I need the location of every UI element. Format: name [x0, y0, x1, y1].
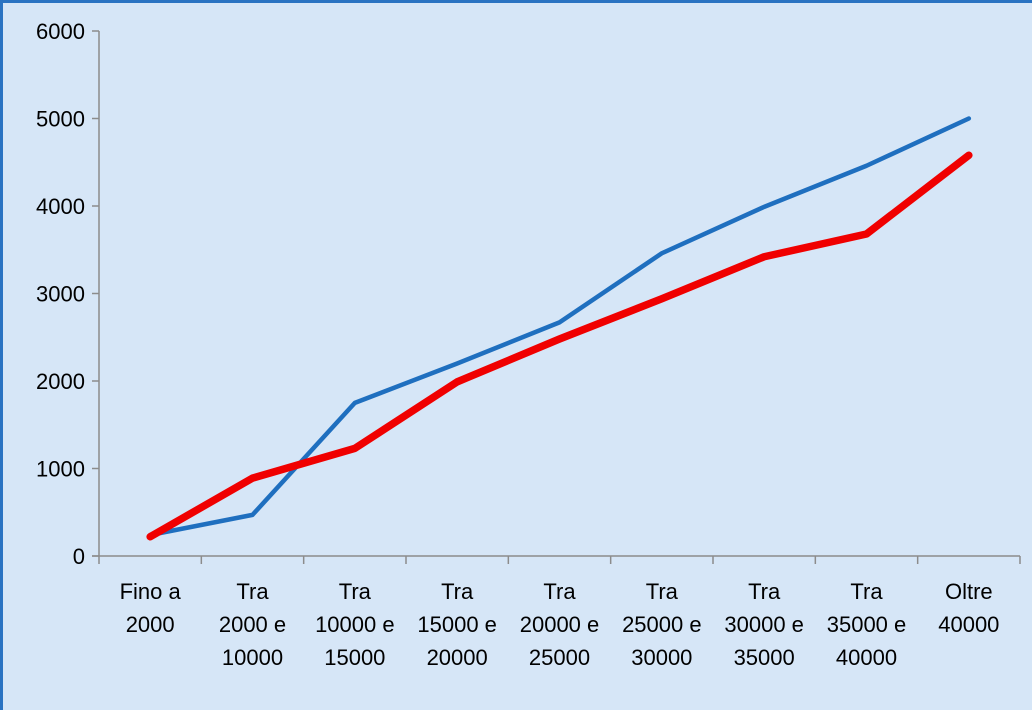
x-tick-label-line: 30000 [631, 645, 692, 670]
x-tick-label: Tra 35000 e 40000 [827, 579, 907, 670]
x-tick-label-line: 2000 e [219, 612, 286, 637]
x-tick-label: Tra 25000 e 30000 [622, 579, 702, 670]
y-tick-label: 2000 [36, 369, 85, 394]
y-tick-label: 6000 [36, 19, 85, 44]
x-tick-label-line: 15000 [324, 645, 385, 670]
x-tick-label: Tra 30000 e 35000 [724, 579, 804, 670]
x-tick-label-line: 2000 [126, 612, 175, 637]
x-tick-label: Tra 20000 e 25000 [520, 579, 600, 670]
x-tick-label: Fino a 2000 [120, 579, 182, 637]
x-tick-label-line: 10000 [222, 645, 283, 670]
x-tick-label-line: Tra [543, 579, 576, 604]
x-tick-label-line: 25000 [529, 645, 590, 670]
x-tick-label: Tra 15000 e 20000 [417, 579, 497, 670]
x-tick-label-line: 10000 e [315, 612, 395, 637]
x-tick-label: Tra 10000 e 15000 [315, 579, 395, 670]
x-tick-label-line: 40000 [836, 645, 897, 670]
y-tick-label: 4000 [36, 194, 85, 219]
x-tick-label-line: 40000 [938, 612, 999, 637]
y-tick-label: 1000 [36, 457, 85, 482]
x-tick-label-line: 35000 e [827, 612, 907, 637]
x-tick-label-line: 20000 [427, 645, 488, 670]
x-tick-label-line: Tra [339, 579, 372, 604]
x-tick-label: Oltre 40000 [938, 579, 999, 637]
x-tick-label-line: Tra [850, 579, 883, 604]
x-tick-label-line: Tra [236, 579, 269, 604]
x-tick-label-line: Oltre [945, 579, 993, 604]
x-tick-label-line: Tra [441, 579, 474, 604]
x-tick-label-line: 35000 [734, 645, 795, 670]
x-tick-label-line: 25000 e [622, 612, 702, 637]
series-line-2 [150, 155, 969, 537]
y-tick-label: 5000 [36, 107, 85, 132]
x-tick-label-line: 15000 e [417, 612, 497, 637]
x-tick-label-line: Tra [646, 579, 679, 604]
x-tick-label-line: Fino a [120, 579, 182, 604]
y-tick-label: 3000 [36, 282, 85, 307]
x-tick-label: Tra 2000 e 10000 [219, 579, 286, 670]
line-chart: 0 1000 2000 3000 4000 5000 6000 Fino a 2000 Tra 20… [3, 3, 1032, 713]
x-tick-label-line: 30000 e [724, 612, 804, 637]
y-tick-label: 0 [73, 544, 85, 569]
x-tick-label-line: Tra [748, 579, 781, 604]
x-tick-label-line: 20000 e [520, 612, 600, 637]
